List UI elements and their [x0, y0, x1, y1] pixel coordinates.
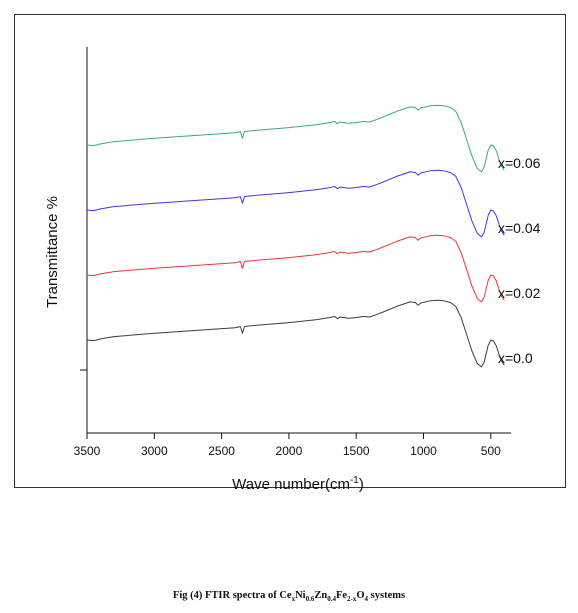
y-axis-title: Transmittance %: [44, 196, 61, 308]
x-axis-title-end: ): [359, 476, 364, 493]
x-tick-label: 500: [481, 444, 501, 458]
x-tick-label: 3000: [141, 444, 168, 458]
series-label: x=0.06: [498, 155, 541, 171]
series-label: x=0.0: [498, 350, 533, 366]
x-axis-title-sup: -1: [350, 475, 359, 486]
x-tick-label: 2000: [276, 444, 303, 458]
x-tick-label: 1000: [410, 444, 437, 458]
series-line: [86, 104, 505, 173]
series-line: [86, 234, 505, 303]
figure-caption: Fig (4) FTIR spectra of CexNi0.6Zn0.4Fe2…: [172, 590, 406, 604]
x-axis-title: Wave number(cm-1): [232, 475, 364, 493]
axes: [80, 47, 511, 434]
spectra-curves: [86, 104, 505, 368]
series-label: x=0.02: [498, 285, 541, 301]
chart-frame: [14, 14, 566, 488]
x-ticks: 3500 3000 2500 2000 1500 1000 500: [74, 433, 501, 458]
series-line: [86, 169, 505, 238]
x-tick-label: 3500: [74, 444, 101, 458]
series-line: [86, 299, 505, 368]
series-label: x=0.04: [498, 220, 541, 236]
x-tick-label: 1500: [343, 444, 370, 458]
x-tick-label: 2500: [208, 444, 235, 458]
x-axis-title-text: Wave number(cm: [232, 476, 350, 493]
series-labels: x=0.06 x=0.04 x=0.02 x=0.0: [498, 155, 541, 366]
